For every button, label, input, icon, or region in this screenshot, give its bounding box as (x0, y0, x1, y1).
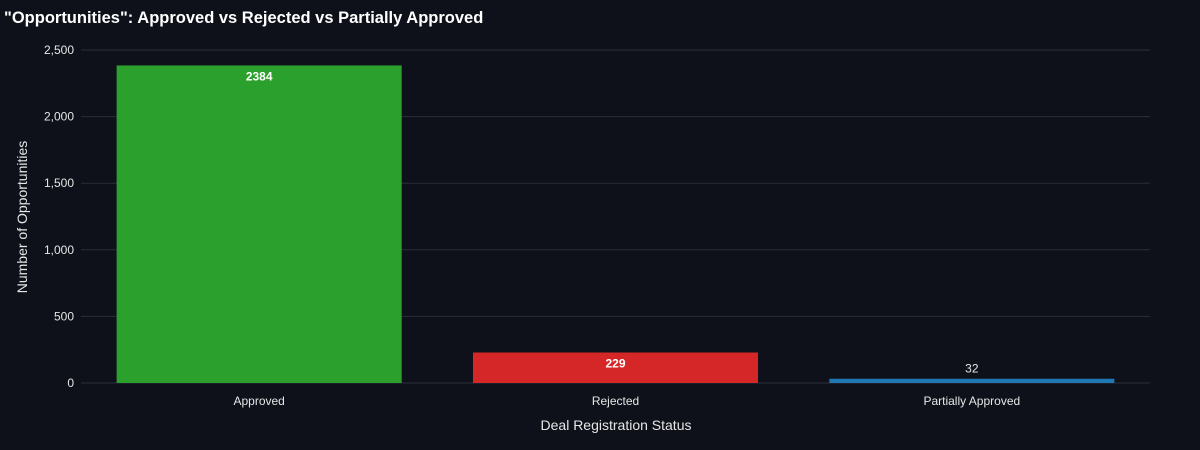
x-axis-ticks: Approved Rejected Partially Approved (233, 394, 1020, 408)
data-labels: 2384 229 32 (246, 69, 979, 375)
bar-approved[interactable] (116, 65, 402, 383)
x-axis-title: Deal Registration Status (541, 417, 692, 433)
y-tick-label: 500 (54, 309, 74, 323)
data-label: 32 (965, 362, 979, 376)
y-tick-label: 2,500 (44, 43, 74, 57)
y-tick-label: 2,000 (44, 110, 74, 124)
y-tick-label: 0 (67, 376, 74, 390)
x-tick-label: Rejected (592, 394, 639, 408)
y-axis-ticks: 0 500 1,000 1,500 2,000 2,500 (44, 43, 74, 390)
y-tick-label: 1,000 (44, 243, 74, 257)
data-label: 2384 (246, 69, 273, 83)
bar-partially-approved[interactable] (829, 378, 1115, 383)
x-tick-label: Partially Approved (923, 394, 1020, 408)
data-label: 229 (605, 356, 625, 370)
bars (116, 65, 1115, 383)
x-tick-label: Approved (233, 394, 284, 408)
bar-rejected[interactable] (472, 352, 759, 383)
y-tick-label: 1,500 (44, 176, 74, 190)
y-axis-title: Number of Opportunities (14, 141, 30, 294)
chart-title: "Opportunities": Approved vs Rejected vs… (4, 9, 484, 27)
